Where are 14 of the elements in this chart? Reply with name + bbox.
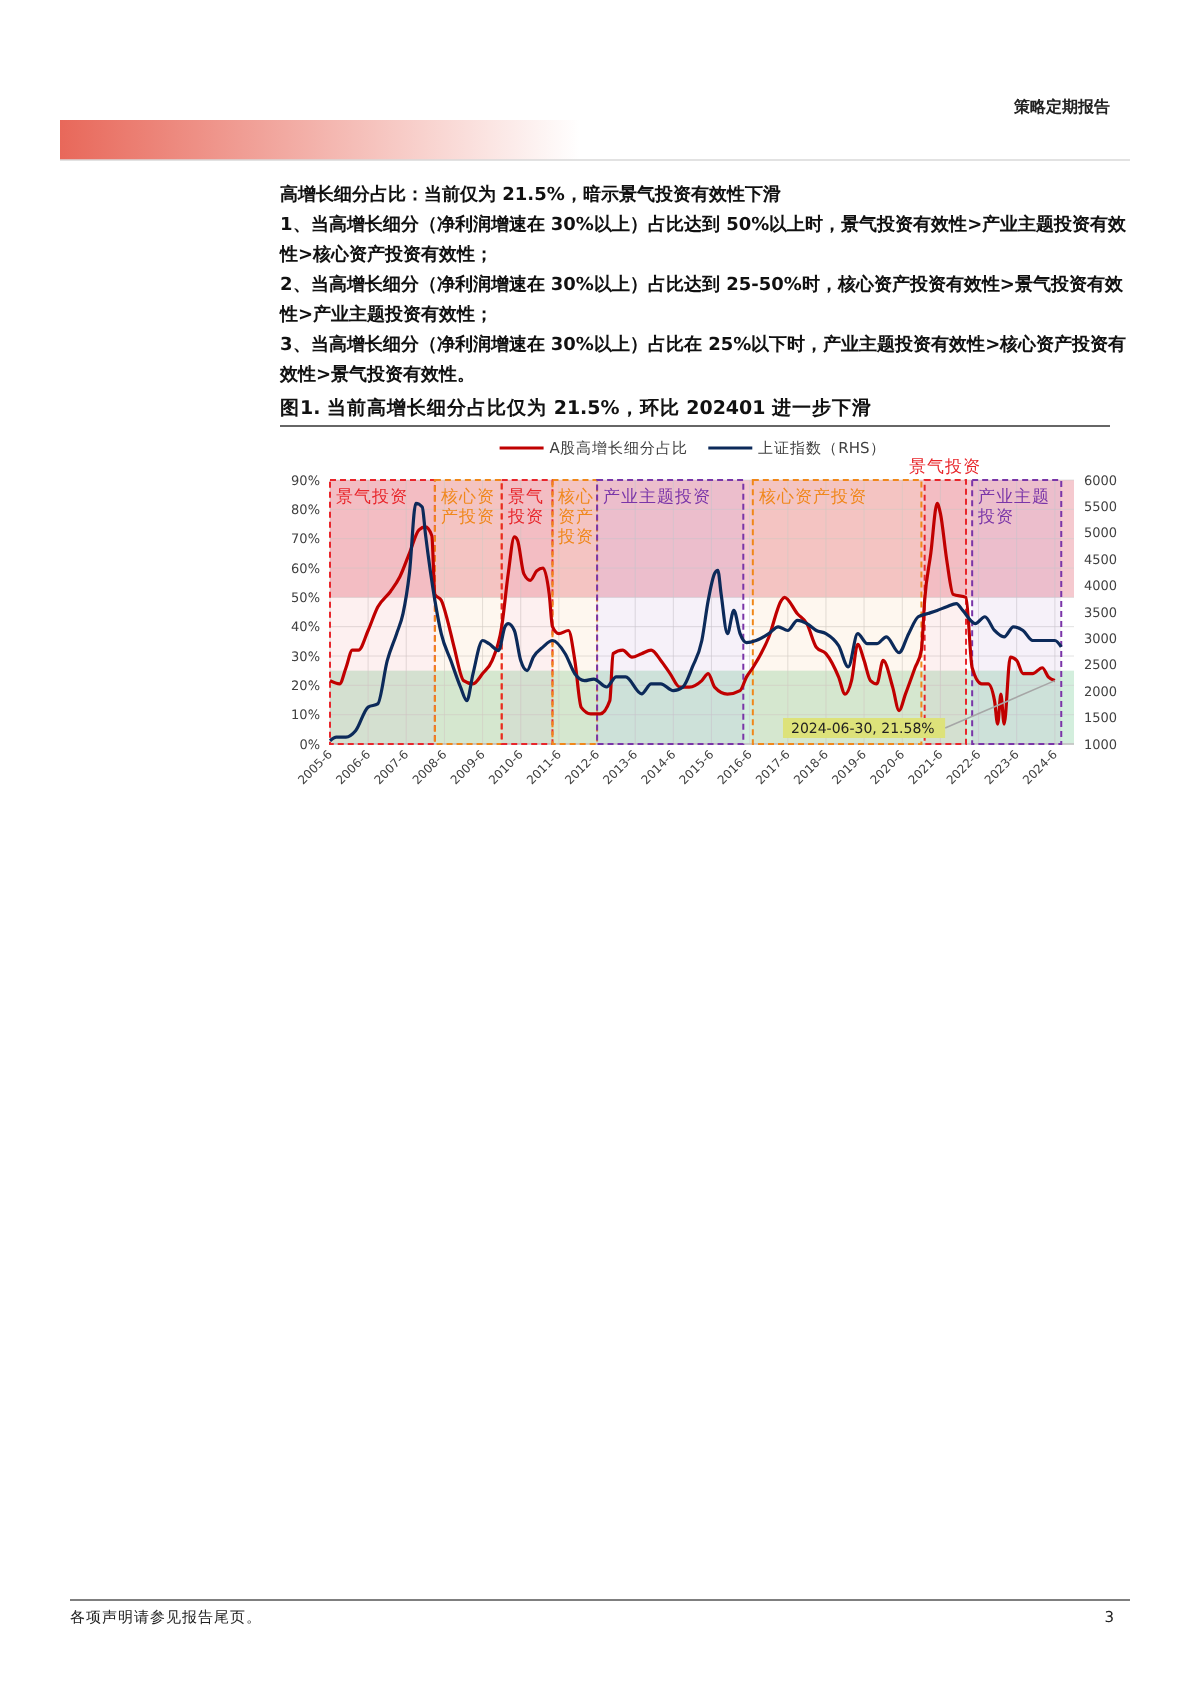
band-label: 核心资产投资	[438, 486, 495, 528]
text: 策略定期报告	[1012, 96, 1110, 116]
text: 1、当高增长细分（净利润增速在 30%以上）占比达到 50%以上时，景气投资有效性>产业主题投资有效性>核心资产投资有效性；	[278, 214, 1129, 266]
band-label: 景气投资	[505, 486, 544, 528]
band-label: 核心资产投资	[756, 486, 867, 508]
band-label: 核心资产投资	[556, 486, 595, 548]
band-label: 景气投资	[336, 486, 408, 508]
chart-title: 图1. 当前高增长细分占比仅为 21.5%，环比 202401 进一步下滑	[280, 396, 873, 420]
band-label: 产业主题投资	[976, 486, 1051, 528]
text: 高增长细分占比：当前仅为 21.5%，暗示景气投资有效性下滑	[280, 184, 781, 206]
text: 2、当高增长细分（净利润增速在 30%以上）占比达到 25-50%时，核心资产投资有效性>景气投资有效性>产业主题投资有效性；	[278, 274, 1125, 326]
band-label: 景气投资	[909, 456, 982, 478]
band-label: 产业主题投资	[603, 486, 712, 508]
text: 3、当高增长细分（净利润增速在 30%以上）占比在 25%以下时，产业主题投资有效性>核心资产投资有效性>景气投资有效性。	[278, 334, 1127, 386]
